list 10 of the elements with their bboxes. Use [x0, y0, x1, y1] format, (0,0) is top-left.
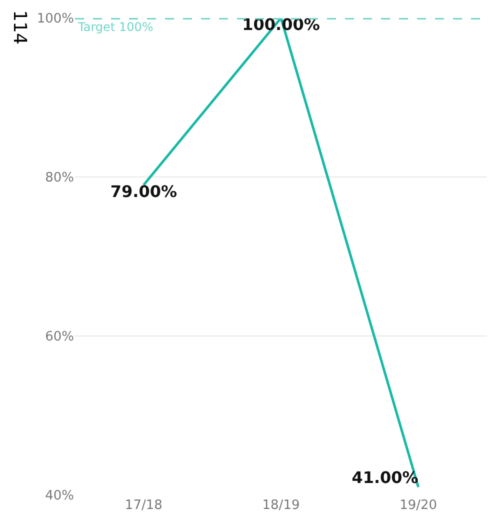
x-tick-label: 19/20 — [400, 498, 438, 513]
y-tick-label: 60% — [45, 330, 74, 345]
x-tick-label: 18/19 — [262, 498, 300, 513]
x-tick-label: 17/18 — [124, 498, 162, 513]
y-tick-label: 40% — [45, 488, 74, 504]
y-tick-label: 100% — [36, 12, 74, 27]
text: 114 — [8, 10, 30, 44]
data-label: 79.00% — [110, 182, 177, 201]
y-tick-label: 80% — [45, 170, 74, 186]
ref-line-label: Target 100% — [77, 20, 154, 34]
